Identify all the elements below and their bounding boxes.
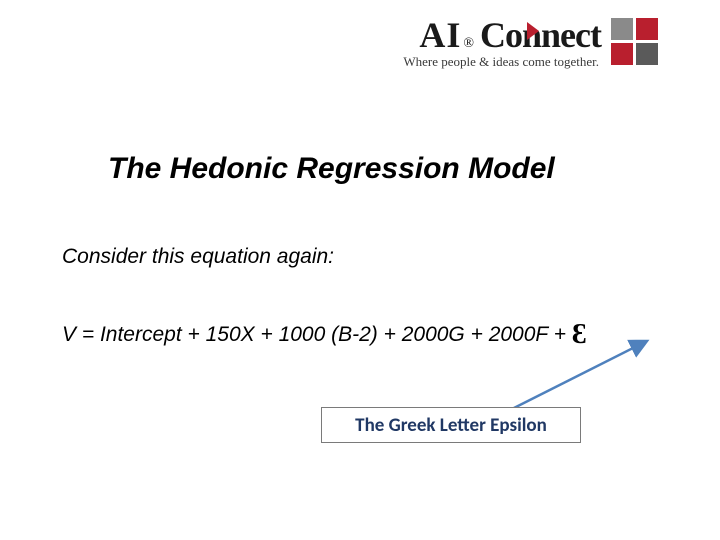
slide-title: The Hedonic Regression Model [108, 152, 555, 186]
logo-square-3 [611, 43, 633, 65]
logo-registered-mark: ® [463, 36, 474, 52]
brand-header: AI ® Con nect Where people & ideas come … [403, 14, 658, 70]
logo-text-column: AI ® Con nect Where people & ideas come … [403, 14, 601, 70]
slide-subtitle: Consider this equation again: [62, 245, 334, 269]
equation-epsilon: Ɛ [572, 319, 587, 351]
logo-squares-icon [611, 18, 658, 65]
logo-square-2 [636, 18, 658, 40]
logo-square-1 [611, 18, 633, 40]
logo-ai-text: AI [419, 14, 461, 56]
equation-prefix: V = Intercept + 150X + 1000 (B-2) + 2000… [62, 323, 572, 346]
logo-nect-text: nect [541, 14, 601, 56]
callout-box: The Greek Letter Epsilon [321, 407, 581, 443]
logo-tagline: Where people & ideas come together. [403, 54, 599, 70]
equation-line: V = Intercept + 150X + 1000 (B-2) + 2000… [62, 317, 587, 349]
logo-square-4 [636, 43, 658, 65]
callout-text: The Greek Letter Epsilon [355, 414, 547, 437]
logo-main: AI ® Con nect [419, 14, 601, 56]
